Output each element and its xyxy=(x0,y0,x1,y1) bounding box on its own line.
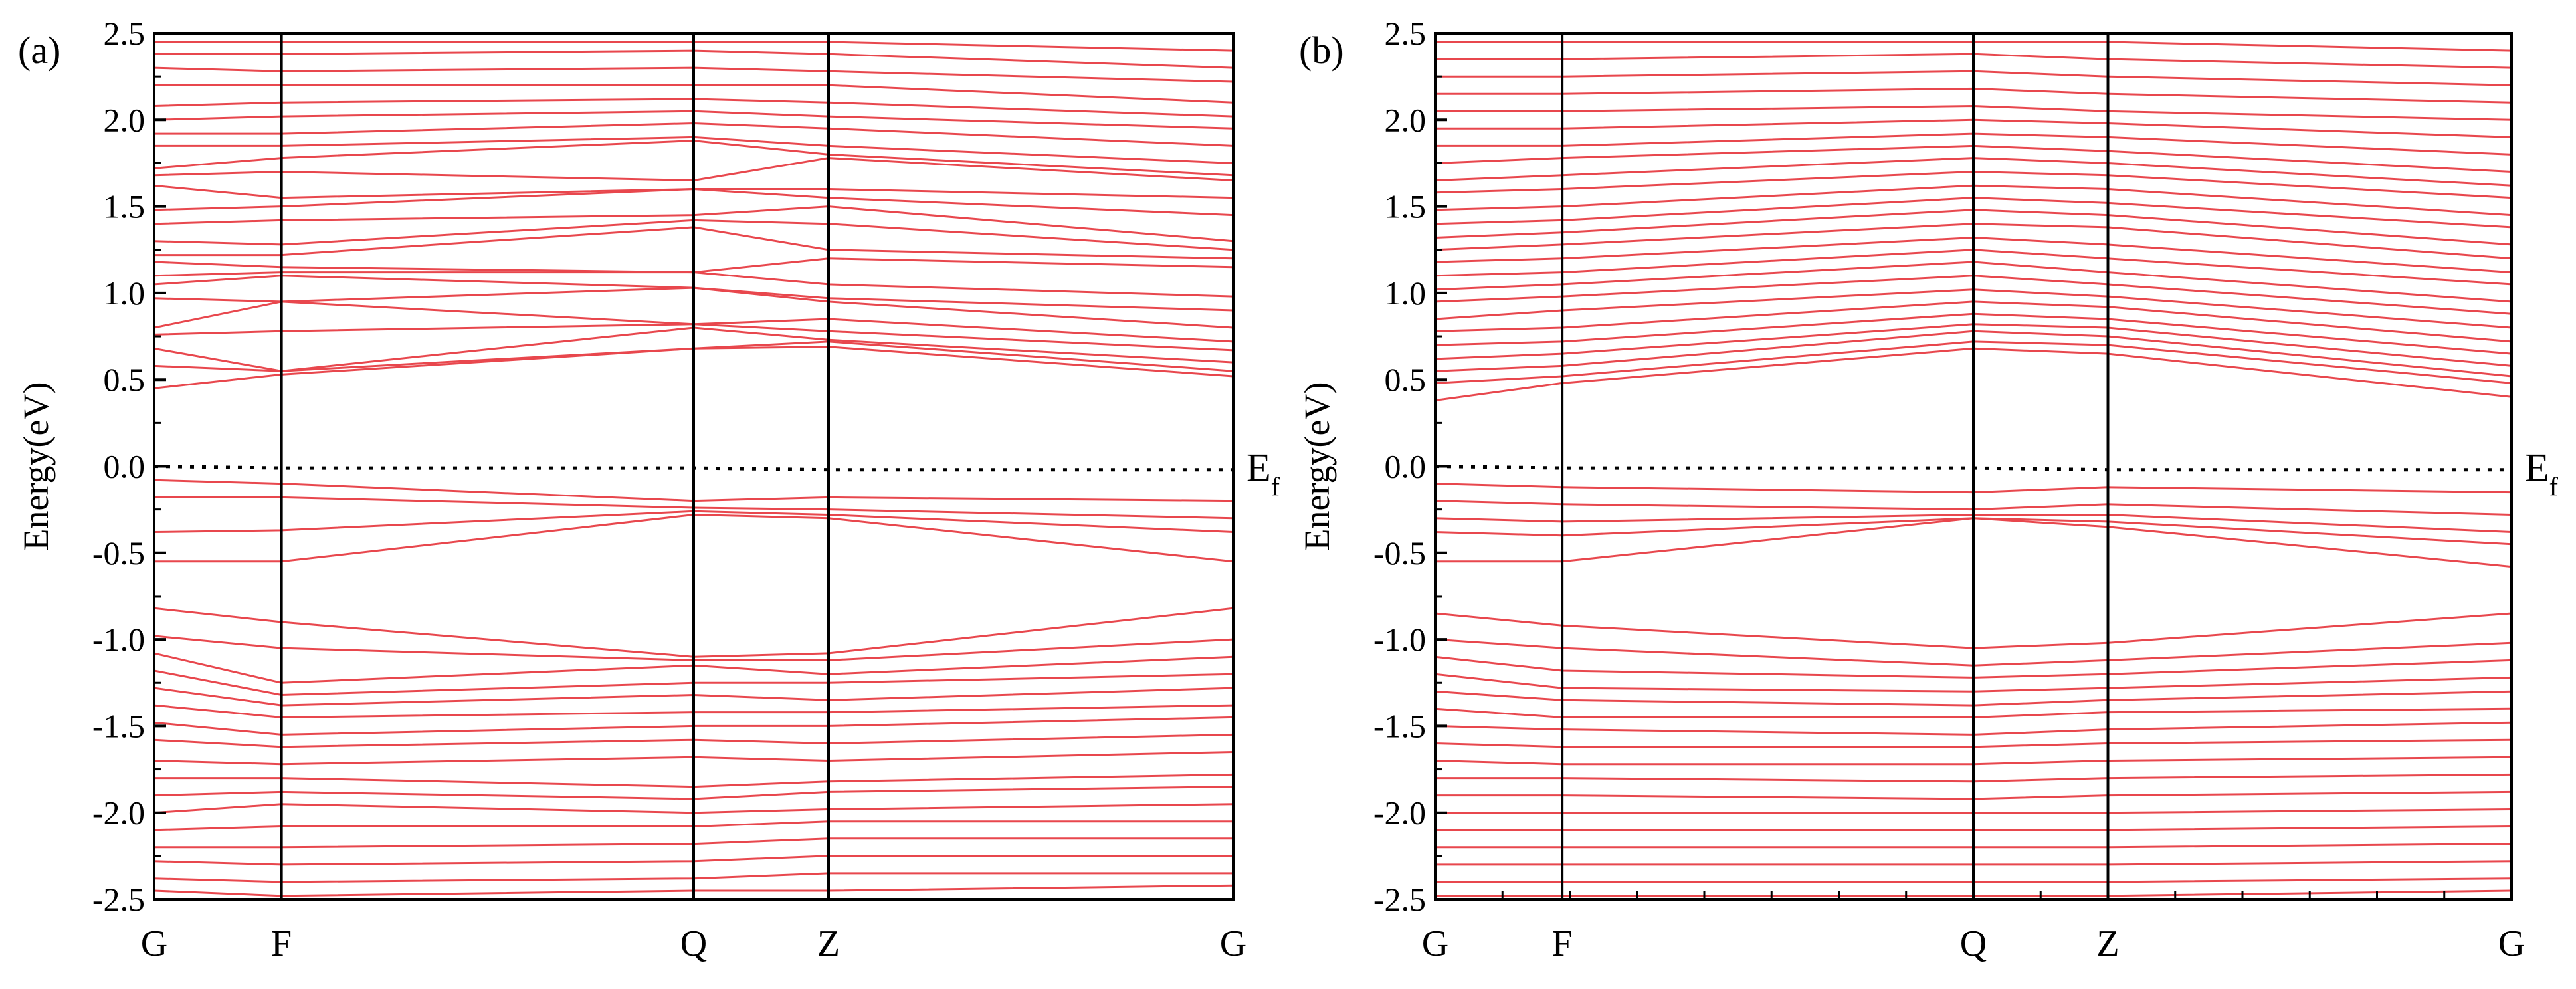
y-tick-label: 0.0 xyxy=(104,448,146,485)
y-axis-title: Energy(eV) xyxy=(16,382,56,551)
kpoint-label-g: G xyxy=(141,923,167,964)
y-tick-label: 2.5 xyxy=(1385,15,1427,52)
y-tick-label: -2.0 xyxy=(1373,794,1426,831)
kpoint-label-q: Q xyxy=(1960,923,1987,964)
y-tick-label: 1.5 xyxy=(1385,188,1427,225)
panel-label: (b) xyxy=(1299,29,1344,72)
panel-b: -2.5 -2.0 -1.5 -1.0 -0.5 0.0 0.5 1.0 1.5 2.0 2.5 G F… xyxy=(1297,15,2559,964)
fermi-level-subscript: f xyxy=(1271,472,1280,502)
fermi-level-label: Ef xyxy=(1246,446,1280,502)
y-tick-label: 1.0 xyxy=(1385,275,1427,312)
y-tick-label: -0.5 xyxy=(1373,534,1426,572)
y-axis-title: Energy(eV) xyxy=(1297,382,1337,551)
kpoint-label-g: G xyxy=(1220,923,1246,964)
fermi-level-label: Ef xyxy=(2525,446,2559,502)
y-tick-label: -1.0 xyxy=(92,621,145,658)
kpoint-label-g: G xyxy=(1422,923,1448,964)
y-tick-label: 0.5 xyxy=(104,361,146,398)
y-tick-label: -1.5 xyxy=(92,707,145,744)
y-tick-label: -1.0 xyxy=(1373,621,1426,658)
kpoint-label-z: Z xyxy=(2096,923,2119,964)
kpoint-label-z: Z xyxy=(817,923,840,964)
kpoint-label-f: F xyxy=(271,923,292,964)
y-tick-label: -2.0 xyxy=(92,794,145,831)
y-tick-label: 1.0 xyxy=(104,275,146,312)
y-tick-label: 1.5 xyxy=(104,188,146,225)
y-tick-label: -1.5 xyxy=(1373,707,1426,744)
y-tick-label: 2.0 xyxy=(104,101,146,138)
fermi-level-subscript: f xyxy=(2549,472,2559,502)
y-tick-label: 2.0 xyxy=(1385,101,1427,138)
panel-label: (a) xyxy=(18,29,60,72)
y-tick-label: 0.0 xyxy=(1385,448,1427,485)
y-tick-label: 2.5 xyxy=(104,15,146,52)
kpoint-label-q: Q xyxy=(680,923,707,964)
kpoint-label-g: G xyxy=(2498,923,2525,964)
panel-a: -2.5 -2.0 -1.5 -1.0 -0.5 0.0 0.5 1.0 1.5 2.0 2.5 G F… xyxy=(16,15,1280,964)
y-tick-label: -2.5 xyxy=(92,881,145,918)
y-tick-label: -0.5 xyxy=(92,534,145,572)
y-tick-label: 0.5 xyxy=(1385,361,1427,398)
y-tick-label: -2.5 xyxy=(1373,881,1426,918)
kpoint-label-f: F xyxy=(1552,923,1573,964)
